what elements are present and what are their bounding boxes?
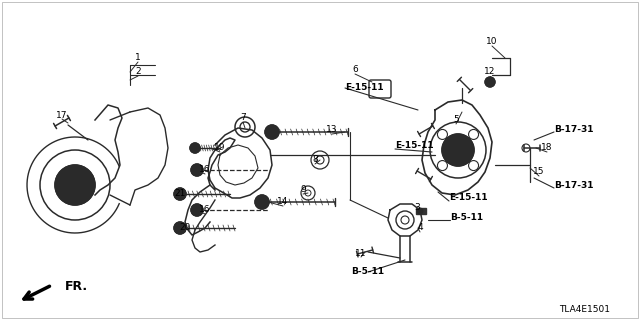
Text: E-15-11: E-15-11: [345, 84, 383, 92]
Text: E-15-11: E-15-11: [449, 194, 488, 203]
Circle shape: [485, 77, 495, 87]
Text: 11: 11: [355, 249, 367, 258]
FancyBboxPatch shape: [369, 80, 391, 98]
Circle shape: [191, 164, 203, 176]
Text: 19: 19: [214, 143, 226, 153]
Circle shape: [174, 188, 186, 200]
Text: FR.: FR.: [65, 279, 88, 292]
Circle shape: [455, 147, 461, 153]
Text: 17: 17: [56, 110, 68, 119]
Text: 6: 6: [352, 66, 358, 75]
Text: TLA4E1501: TLA4E1501: [559, 306, 610, 315]
Circle shape: [417, 208, 423, 214]
Text: 18: 18: [541, 143, 553, 153]
Circle shape: [190, 143, 200, 153]
Text: 5: 5: [453, 116, 459, 124]
Circle shape: [55, 165, 95, 205]
Text: 13: 13: [326, 125, 338, 134]
Text: 2: 2: [135, 68, 141, 76]
Text: 7: 7: [240, 114, 246, 123]
Bar: [416, 208, 426, 214]
Text: 9: 9: [300, 186, 306, 195]
Text: 4: 4: [417, 223, 423, 233]
Text: 21: 21: [174, 189, 186, 198]
Text: 10: 10: [486, 37, 498, 46]
Text: B-5-11: B-5-11: [351, 268, 385, 276]
Circle shape: [442, 134, 474, 166]
Text: 15: 15: [533, 167, 545, 177]
Text: 3: 3: [414, 204, 420, 212]
Circle shape: [174, 222, 186, 234]
Text: B-17-31: B-17-31: [554, 180, 593, 189]
Circle shape: [265, 125, 279, 139]
Text: 20: 20: [179, 223, 191, 233]
Circle shape: [255, 195, 269, 209]
Circle shape: [71, 181, 79, 189]
Text: B-17-31: B-17-31: [554, 125, 593, 134]
Text: E-15-11: E-15-11: [395, 140, 434, 149]
Text: 16: 16: [199, 165, 211, 174]
Circle shape: [191, 204, 203, 216]
Text: 12: 12: [484, 68, 496, 76]
Text: B-5-11: B-5-11: [450, 213, 483, 222]
Text: 1: 1: [135, 53, 141, 62]
Text: 8: 8: [312, 156, 318, 164]
Text: 16: 16: [199, 205, 211, 214]
Text: 14: 14: [277, 197, 289, 206]
